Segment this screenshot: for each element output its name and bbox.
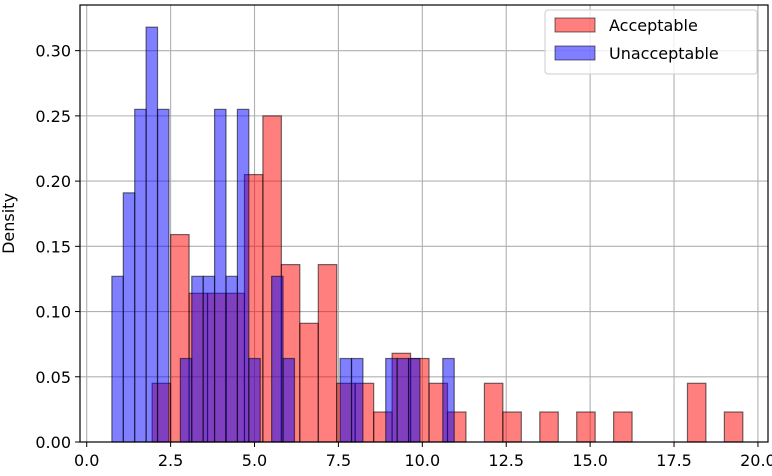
x-tick-label: 0.0 <box>74 451 99 470</box>
legend-box <box>544 9 758 75</box>
unacceptable-bar <box>179 357 193 443</box>
y-tick-label: 0.25 <box>35 107 71 126</box>
x-axis-ticks: 0.0 2.5 5.0 7.5 10.0 12.5 15.0 17.5 20.0 <box>74 442 772 470</box>
unacceptable-bar <box>350 357 364 443</box>
x-tick-label: 12.5 <box>488 451 524 470</box>
unacceptable-bar <box>111 275 124 443</box>
acceptable-bar <box>613 411 633 443</box>
x-tick-label: 2.5 <box>158 451 183 470</box>
x-tick-label: 5.0 <box>242 451 267 470</box>
legend-swatch-unacceptable <box>554 45 596 61</box>
unacceptable-bar <box>236 108 250 443</box>
legend-label-acceptable: Acceptable <box>609 16 698 35</box>
acceptable-bar <box>299 322 319 443</box>
unacceptable-bar <box>339 357 353 443</box>
acceptable-bar <box>723 411 744 443</box>
unacceptable-bar <box>213 108 227 443</box>
legend: Acceptable Unacceptable <box>544 9 758 75</box>
y-axis-ticks: 0.00 0.05 0.10 0.15 0.20 0.25 0.30 <box>35 42 80 452</box>
y-axis-label: Density <box>0 193 18 254</box>
legend-swatch-acceptable <box>554 17 596 33</box>
x-tick-label: 10.0 <box>405 451 441 470</box>
x-tick-label: 17.5 <box>656 451 692 470</box>
unacceptable-bar <box>156 108 170 443</box>
acceptable-bar <box>539 411 559 443</box>
y-tick-label: 0.05 <box>35 368 71 387</box>
unacceptable-bar <box>134 108 147 443</box>
unacceptable-bar <box>202 275 216 443</box>
acceptable-bar <box>576 411 596 443</box>
unacceptable-bar <box>385 357 398 443</box>
y-tick-label: 0.00 <box>35 433 71 452</box>
acceptable-bar <box>502 411 522 443</box>
y-tick-label: 0.10 <box>35 303 71 322</box>
unacceptable-bar <box>145 26 159 443</box>
acceptable-bar <box>686 382 707 443</box>
unacceptable-bar <box>442 357 455 443</box>
x-tick-label: 7.5 <box>326 451 351 470</box>
unacceptable-bar <box>191 275 204 443</box>
y-tick-label: 0.15 <box>35 237 71 256</box>
unacceptable-bar <box>122 192 136 443</box>
x-tick-label: 20.0 <box>740 451 772 470</box>
y-tick-label: 0.30 <box>35 42 71 61</box>
unacceptable-bar <box>248 357 261 443</box>
acceptable-bar <box>483 382 504 443</box>
legend-label-unacceptable: Unacceptable <box>609 44 719 63</box>
unacceptable-bar <box>225 275 239 443</box>
x-tick-label: 15.0 <box>572 451 608 470</box>
acceptable-bar <box>317 263 338 443</box>
y-tick-label: 0.20 <box>35 172 71 191</box>
unacceptable-bar <box>282 357 296 443</box>
unacceptable-bar <box>407 357 421 443</box>
unacceptable-bar <box>271 275 284 443</box>
plot-frame <box>79 4 769 443</box>
unacceptable-bar <box>396 357 410 443</box>
